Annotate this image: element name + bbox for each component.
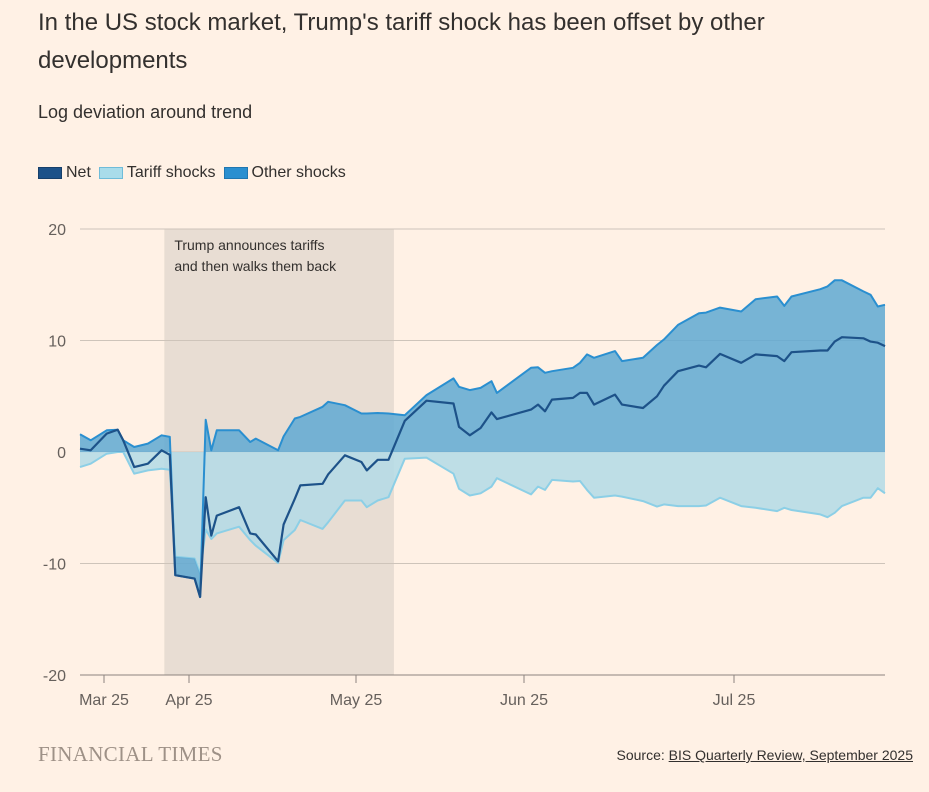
chart-svg: 20 10 0 -10 -20 Mar 25 Apr 25 May 25 Jun 25 Jul 2…: [43, 222, 886, 709]
x-tick-label: Jul 25: [713, 692, 756, 709]
y-tick-label: -10: [43, 557, 66, 574]
y-tick-label: 10: [48, 334, 66, 351]
chart-title: In the US stock market, Trump's tariff s…: [38, 9, 765, 74]
annotation-text: Trump announces tariffs: [174, 237, 324, 253]
chart-subtitle: Log deviation around trend: [38, 102, 253, 122]
legend-label-net: Net: [66, 164, 91, 181]
legend-label-other-shocks: Other shocks: [251, 164, 346, 181]
source-link[interactable]: BIS Quarterly Review, September 2025: [668, 747, 913, 763]
ft-logo: FINANCIAL TIMES: [38, 742, 223, 766]
source-prefix: Source:: [616, 747, 669, 763]
legend-swatch-tariff-shocks: [98, 167, 123, 179]
legend-swatch-other-shocks: [223, 167, 248, 179]
y-tick-label: 20: [48, 222, 66, 239]
legend-label-tariff-shocks: Tariff shocks: [126, 164, 216, 181]
legend: Net Tariff shocks Other shocks: [38, 164, 346, 182]
source-note: Source: BIS Quarterly Review, September …: [617, 747, 913, 763]
x-tick-label: Mar 25: [79, 692, 129, 709]
other-shocks-area: [80, 280, 885, 597]
x-tick-label: Jun 25: [500, 692, 548, 709]
legend-item-net: Net: [38, 164, 91, 182]
y-tick-label: -20: [43, 668, 66, 685]
legend-item-tariff-shocks: Tariff shocks: [98, 164, 216, 182]
x-tick-label: May 25: [330, 692, 383, 709]
legend-item-other-shocks: Other shocks: [223, 164, 346, 182]
annotation-text: and then walks them back: [174, 258, 337, 274]
y-tick-label: 0: [57, 445, 66, 462]
x-tick-label: Apr 25: [165, 692, 212, 709]
legend-swatch-net: [38, 167, 62, 179]
net-line: [79, 336, 886, 599]
